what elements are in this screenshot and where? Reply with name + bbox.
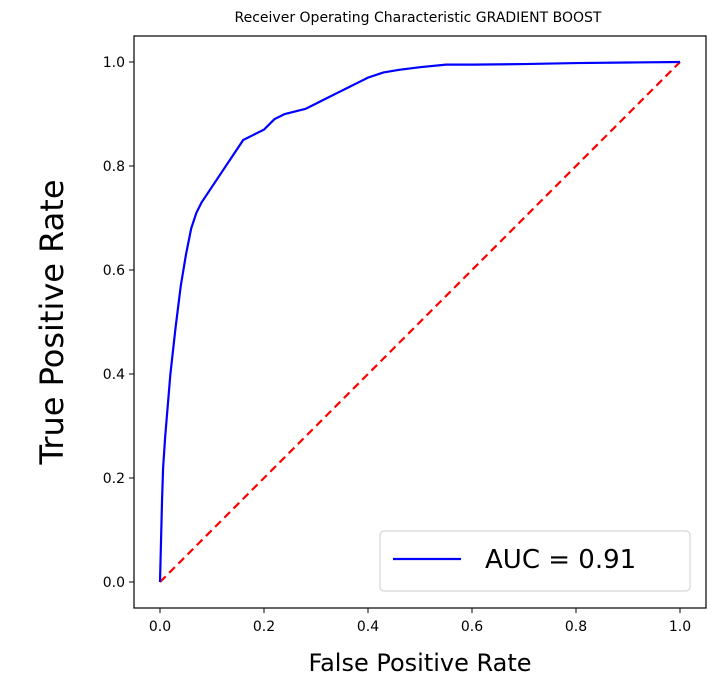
x-axis-ticks: 0.0 0.2 0.4 0.6 0.8 1.0 [149, 608, 691, 635]
legend: AUC = 0.91 [379, 530, 691, 592]
x-tick-label: 0.4 [357, 619, 379, 635]
chance-reference-line [159, 61, 681, 583]
y-tick-label: 0.0 [103, 575, 125, 591]
plot-frame [133, 35, 707, 609]
legend-frame [379, 530, 691, 592]
y-tick-label: 1.0 [103, 55, 125, 71]
chart-title: Receiver Operating Characteristic GRADIE… [235, 10, 602, 26]
x-tick-label: 0.0 [149, 619, 171, 635]
y-tick-label: 0.8 [103, 159, 125, 175]
y-axis-label: True Positive Rate [33, 179, 71, 465]
x-tick-label: 0.8 [565, 619, 587, 635]
x-tick-label: 0.6 [461, 619, 483, 635]
x-tick-label: 0.2 [253, 619, 275, 635]
x-axis-label: False Positive Rate [308, 649, 531, 677]
legend-entry-label: AUC = 0.91 [485, 545, 636, 575]
y-tick-label: 0.6 [103, 263, 125, 279]
y-tick-label: 0.2 [103, 471, 125, 487]
y-tick-label: 0.4 [103, 367, 125, 383]
roc-curve-line [158, 60, 681, 583]
x-tick-label: 1.0 [669, 619, 691, 635]
y-axis-ticks: 0.0 0.2 0.4 0.6 0.8 1.0 [103, 55, 134, 591]
